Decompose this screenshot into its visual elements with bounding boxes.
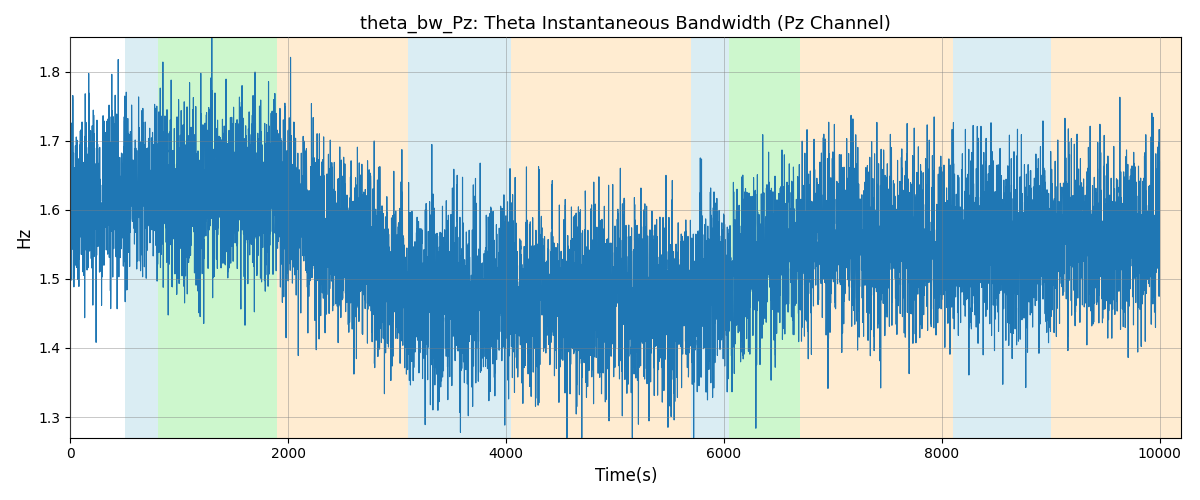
Bar [800, 38, 882, 438]
Bar [277, 38, 408, 438]
Title: theta_bw_Pz: Theta Instantaneous Bandwidth (Pz Channel): theta_bw_Pz: Theta Instantaneous Bandwid… [360, 15, 892, 34]
X-axis label: Time(s): Time(s) [595, 467, 658, 485]
Bar [408, 38, 462, 438]
Y-axis label: Hz: Hz [14, 227, 32, 248]
Bar [953, 38, 1051, 438]
Bar [730, 38, 800, 438]
Bar [157, 38, 277, 438]
Bar [882, 38, 953, 438]
Bar [462, 38, 511, 438]
Bar [691, 38, 730, 438]
Bar [1051, 38, 1181, 438]
Bar [511, 38, 691, 438]
Bar [125, 38, 157, 438]
